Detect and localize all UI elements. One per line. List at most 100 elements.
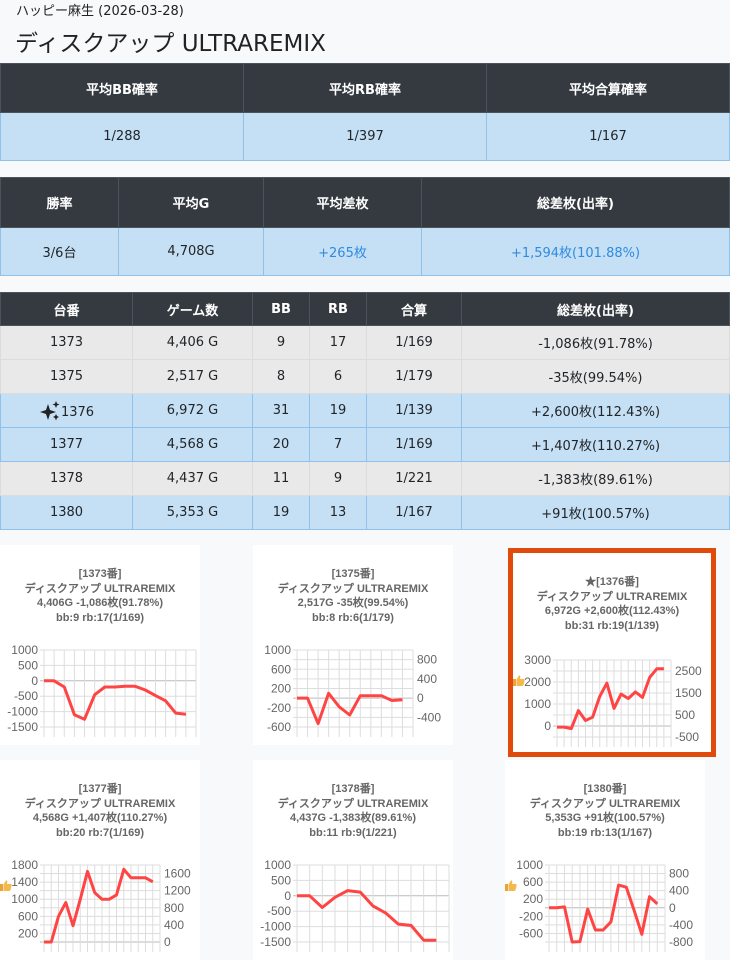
y-tick-label: 600 [271, 662, 291, 676]
y-tick-label: 0 [544, 719, 551, 733]
thumbs-up-icon [505, 880, 517, 891]
table-row: 1378 4,437 G 11 9 1/221 -1,383枚(89.61%) [0, 461, 730, 496]
cell-bb: 9 [252, 325, 310, 360]
thumbs-up-icon [513, 675, 525, 686]
y-tick-label: -200 [267, 701, 291, 715]
avg-diff: +265枚 [263, 227, 422, 276]
cell-diff-text: -35枚(99.54%) [548, 371, 643, 386]
y-tick-label: 1800 [11, 858, 38, 872]
cell-diff: +2,600枚(112.43%) [461, 393, 730, 428]
cell-diff-text: +2,600枚(112.43%) [530, 405, 661, 420]
y-tick-label: 200 [523, 892, 543, 906]
cell-rb: 17 [309, 325, 367, 360]
y-tick-label: -500 [267, 904, 291, 918]
machine-table: 台番 ゲーム数 BB RB 合算 総差枚(出率) 1373 4,406 G 9 17 1/169 -… [0, 292, 730, 530]
y-tick-label: -600 [267, 720, 291, 734]
table-row: 1373 4,406 G 9 17 1/169 -1,086枚(91.78%) [0, 325, 730, 360]
cell-no-text: 1378 [49, 471, 84, 486]
cell-games: 5,353 G [132, 495, 253, 530]
cell-games: 2,517 G [132, 359, 253, 394]
y-tick-label: 0 [164, 935, 171, 949]
cell-diff: +91枚(100.57%) [461, 495, 730, 530]
chart-card[interactable]: [1373番] ディスクアップ ULTRAREMIX 4,406G -1,086枚(… [0, 545, 200, 745]
table-row: 1377 4,568 G 20 7 1/169 +1,407枚(110.27%) [0, 427, 730, 462]
star-icon: ★ [585, 576, 597, 588]
cell-games: 4,568 G [132, 427, 253, 462]
cell-bb-text: 31 [272, 403, 290, 418]
cell-diff: -1,383枚(89.61%) [461, 461, 730, 496]
store-date: ハッピー麻生 (2026-03-28) [16, 4, 184, 19]
cell-games: 6,972 G [132, 393, 253, 428]
chart-bonus: bb:8 rb:6(1/179) [312, 611, 394, 624]
cell-bb: 20 [252, 427, 310, 462]
cell-no: 1373 [0, 325, 133, 360]
header-games: ゲーム数 [132, 292, 253, 326]
cell-no-text: 1373 [49, 335, 84, 350]
y-tick-label: -1000 [260, 920, 291, 934]
chart-card[interactable]: [1375番] ディスクアップ ULTRAREMIX 2,517G -35枚(99.… [253, 545, 453, 745]
chart-machine-no: [1373番] [78, 568, 122, 580]
avg-rb: 1/397 [243, 112, 487, 161]
chart-bonus: bb:11 rb:9(1/221) [309, 826, 397, 839]
y-tick-label: 800 [417, 653, 437, 667]
win-rate: 3/6台 [0, 227, 119, 276]
chart-card[interactable]: [1378番] ディスクアップ ULTRAREMIX 4,437G -1,383枚(… [253, 760, 453, 960]
y-tick-label: 1000 [516, 858, 543, 872]
cell-diff: +1,407枚(110.27%) [461, 427, 730, 462]
cell-no: 1378 [0, 461, 133, 496]
cell-no-text: 1380 [49, 505, 84, 520]
cell-rb: 6 [309, 359, 367, 394]
cell-no: 1376 [0, 393, 133, 428]
chart-machine-no: [1380番] [583, 783, 627, 795]
chart-caption: ★[1376番] ディスクアップ ULTRAREMIX 6,972G +2,600枚… [513, 575, 711, 686]
cell-total-text: 1/169 [395, 335, 433, 350]
cell-rb: 19 [309, 393, 367, 428]
cell-diff-text: +1,407枚(110.27%) [530, 439, 661, 454]
chart-card[interactable]: [1380番] ディスクアップ ULTRAREMIX 5,353G +91枚(100… [505, 760, 705, 960]
chart-stats: 4,437G -1,383枚(89.61%) [290, 812, 416, 824]
cell-diff-text: -1,086枚(91.78%) [538, 337, 653, 352]
header-total-diff: 総差枚(出率) [421, 177, 730, 228]
cell-games: 4,437 G [132, 461, 253, 496]
total-diff: +1,594枚(101.88%) [421, 227, 730, 276]
y-tick-label: 2000 [524, 675, 551, 689]
chart-machine-no: [1376番] [596, 576, 639, 588]
cell-rb-text: 19 [329, 403, 347, 418]
header-avg-games: 平均G [118, 177, 264, 228]
chart-bonus: bb:20 rb:7(1/169) [55, 826, 145, 839]
chart-card[interactable]: ★[1376番] ディスクアップ ULTRAREMIX 6,972G +2,600枚… [508, 548, 716, 757]
cell-games-text: 5,353 G [166, 505, 219, 520]
y-tick-label: 500 [675, 708, 695, 722]
chart-stats: 2,517G -35枚(99.54%) [297, 597, 409, 609]
y-tick-label: -1000 [7, 705, 38, 719]
cell-games-text: 4,568 G [166, 437, 219, 452]
y-tick-label: 1200 [164, 884, 191, 898]
chart-caption: [1380番] ディスクアップ ULTRAREMIX 5,353G +91枚(100… [505, 782, 705, 891]
header-avg-rb: 平均RB確率 [243, 63, 487, 113]
y-tick-label: 500 [18, 658, 38, 672]
cell-games: 4,406 G [132, 325, 253, 360]
thumbs-up-icon [0, 880, 12, 891]
cell-games-text: 2,517 G [166, 369, 219, 384]
chart-stats: 4,406G -1,086枚(91.78%) [37, 597, 163, 609]
cell-bb-text: 9 [276, 335, 286, 350]
table-row: 1376 6,972 G 31 19 1/139 +2,600枚(112.43%) [0, 393, 730, 428]
chart-card[interactable]: [1377番] ディスクアップ ULTRAREMIX 4,568G +1,407枚(… [0, 760, 200, 960]
y-tick-label: 500 [271, 873, 291, 887]
cell-bb: 8 [252, 359, 310, 394]
chart-stats: 6,972G +2,600枚(112.43%) [544, 605, 680, 617]
y-tick-label: -200 [519, 909, 543, 923]
y-tick-label: 0 [284, 889, 291, 903]
table-row: 1375 2,517 G 8 6 1/179 -35枚(99.54%) [0, 359, 730, 394]
chart-machine-name: ディスクアップ ULTRAREMIX [24, 582, 176, 595]
cell-rb: 9 [309, 461, 367, 496]
header-total-diff: 総差枚(出率) [461, 292, 730, 326]
cell-games-text: 4,437 G [166, 471, 219, 486]
cell-no-text: 1376 [60, 404, 95, 420]
header-avg-bb: 平均BB確率 [0, 63, 244, 113]
header-total: 合算 [366, 292, 462, 326]
y-tick-label: -500 [14, 689, 38, 703]
header-win-rate: 勝率 [0, 177, 119, 228]
y-tick-label: -500 [675, 730, 699, 744]
